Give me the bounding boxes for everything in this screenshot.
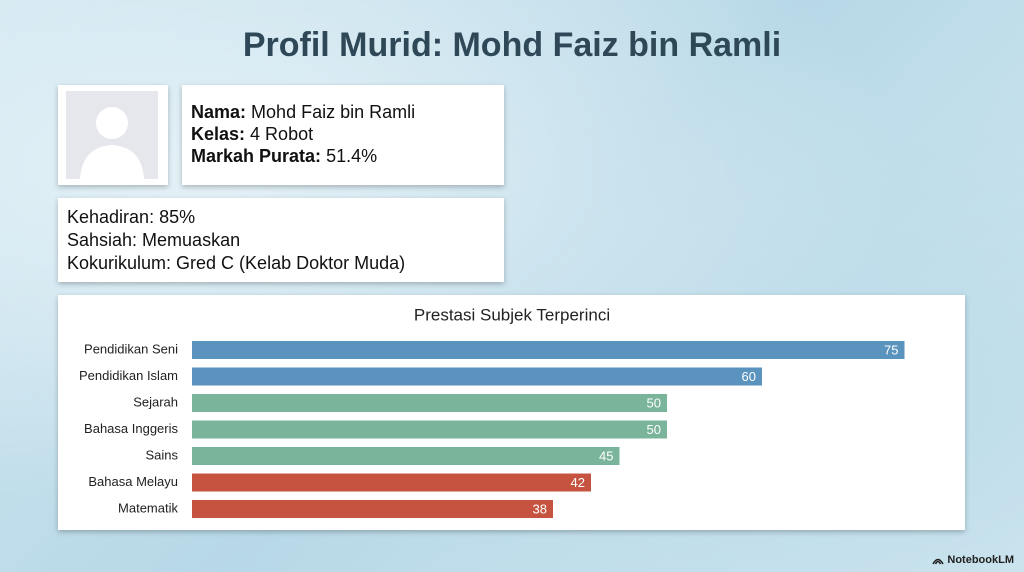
bar [192,341,905,359]
info-line: Kehadiran: 85% [67,207,196,227]
field-value: Mohd Faiz bin Ramli [251,102,416,122]
bar [192,473,591,492]
info-card: Kehadiran: 85% Sahsiah: Memuaskan Kokuriku… [58,198,504,282]
info-line: Kokurikulum: Gred C (Kelab Doktor Muda) [67,253,406,273]
field-row: Markah Purata: 51.4% [191,145,495,167]
chart-title: Prestasi Subjek Terperinci [414,305,610,324]
bar [192,367,762,386]
field-row: Kelas: 4 Robot [191,123,495,145]
value-label: 50 [647,422,661,437]
field-value: 51.4% [326,146,378,166]
category-label: Pendidikan Islam [79,368,178,383]
category-label: Bahasa Inggeris [84,421,178,436]
value-label: 60 [742,369,756,384]
value-label: 75 [884,342,898,357]
field-label: Kelas: [191,124,246,144]
field-label: Markah Purata: [191,146,322,166]
name-card: Nama: Mohd Faiz bin Ramli Kelas: 4 Robot M… [182,85,504,185]
chart: Prestasi Subjek Terperinci Pendidikan Se… [79,305,905,518]
bar [192,420,667,439]
photo-card [58,85,168,185]
value-label: 38 [533,501,547,516]
page-title: Profil Murid: Mohd Faiz bin Ramli [242,26,782,64]
field-label: Nama: [191,102,247,122]
bar [192,394,667,412]
value-label: 50 [647,395,661,410]
bar [192,500,553,518]
value-label: 42 [571,475,585,490]
watermark-text: NotebookLM [947,554,1014,566]
category-label: Sejarah [133,394,178,409]
category-label: Bahasa Melayu [88,474,178,489]
info-line: Sahsiah: Memuaskan [67,230,241,250]
watermark: NotebookLM [932,554,1014,566]
field-row: Nama: Mohd Faiz bin Ramli [191,101,495,123]
chart-card: Prestasi Subjek Terperinci Pendidikan Se… [58,295,965,530]
avatar [66,91,158,179]
watermark-icon [932,558,945,565]
category-label: Matematik [118,500,178,515]
field-value: 4 Robot [250,124,314,144]
category-label: Sains [145,447,178,462]
bar [192,447,620,465]
category-label: Pendidikan Seni [84,341,178,356]
value-label: 45 [599,448,613,463]
